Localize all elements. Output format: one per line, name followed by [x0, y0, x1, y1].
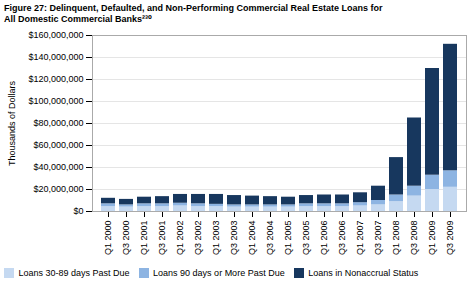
svg-text:Q1 2006: Q1 2006 — [319, 220, 329, 255]
html-text:Loans in Nonaccrual Status: Loans in Nonaccrual Status — [308, 268, 419, 279]
svg-text:$140,000,000: $140,000,000 — [28, 52, 83, 62]
svg-text:Q1 2004: Q1 2004 — [247, 220, 257, 255]
html-text:Loans 30-89 days Past Due: Loans 30-89 days Past Due — [18, 268, 130, 279]
svg-text:Q3 2004: Q3 2004 — [265, 220, 275, 255]
svg-text:Q3 2005: Q3 2005 — [301, 220, 311, 255]
svg-text:Q3 2006: Q3 2006 — [337, 220, 347, 255]
svg-text:Q1 2007: Q1 2007 — [355, 220, 365, 255]
svg-text:Q3 2007: Q3 2007 — [373, 220, 383, 255]
html-text:Figure 27: Delinquent, Default: Figure 27: Delinquent, Defaulted, and No… — [4, 3, 383, 13]
svg-text:Q1 2009: Q1 2009 — [427, 220, 437, 255]
svg-text:Q3 2000: Q3 2000 — [121, 220, 131, 255]
svg-text:Q3 2008: Q3 2008 — [409, 220, 419, 255]
svg-text:Thousands of Dollars: Thousands of Dollars — [7, 80, 17, 166]
svg-text:$60,000,000: $60,000,000 — [33, 140, 83, 150]
svg-text:Q3 2001: Q3 2001 — [157, 220, 167, 255]
svg-text:$120,000,000: $120,000,000 — [28, 74, 83, 84]
svg-text:Q1 2000: Q1 2000 — [103, 220, 113, 255]
svg-text:Q1 2005: Q1 2005 — [283, 220, 293, 255]
svg-text:Q3 2009: Q3 2009 — [445, 220, 455, 255]
svg-text:Q3 2003: Q3 2003 — [229, 220, 239, 255]
svg-text:Q3 2002: Q3 2002 — [193, 220, 203, 255]
svg-text:$0: $0 — [73, 206, 83, 216]
svg-text:$160,000,000: $160,000,000 — [28, 30, 83, 40]
svg-text:Q1 2002: Q1 2002 — [175, 220, 185, 255]
svg-text:$80,000,000: $80,000,000 — [33, 118, 83, 128]
svg-text:Q1 2008: Q1 2008 — [391, 220, 401, 255]
svg-text:$40,000,000: $40,000,000 — [33, 162, 83, 172]
svg-text:$20,000,000: $20,000,000 — [33, 184, 83, 194]
html-text:Loans 90 days or More Past Due: Loans 90 days or More Past Due — [153, 268, 285, 279]
svg-text:Q1 2003: Q1 2003 — [211, 220, 221, 255]
html-text:All Domestic Commercial Banks²: All Domestic Commercial Banks²³⁰ — [4, 13, 152, 24]
svg-text:$100,000,000: $100,000,000 — [28, 96, 83, 106]
svg-text:Q1 2001: Q1 2001 — [139, 220, 149, 255]
